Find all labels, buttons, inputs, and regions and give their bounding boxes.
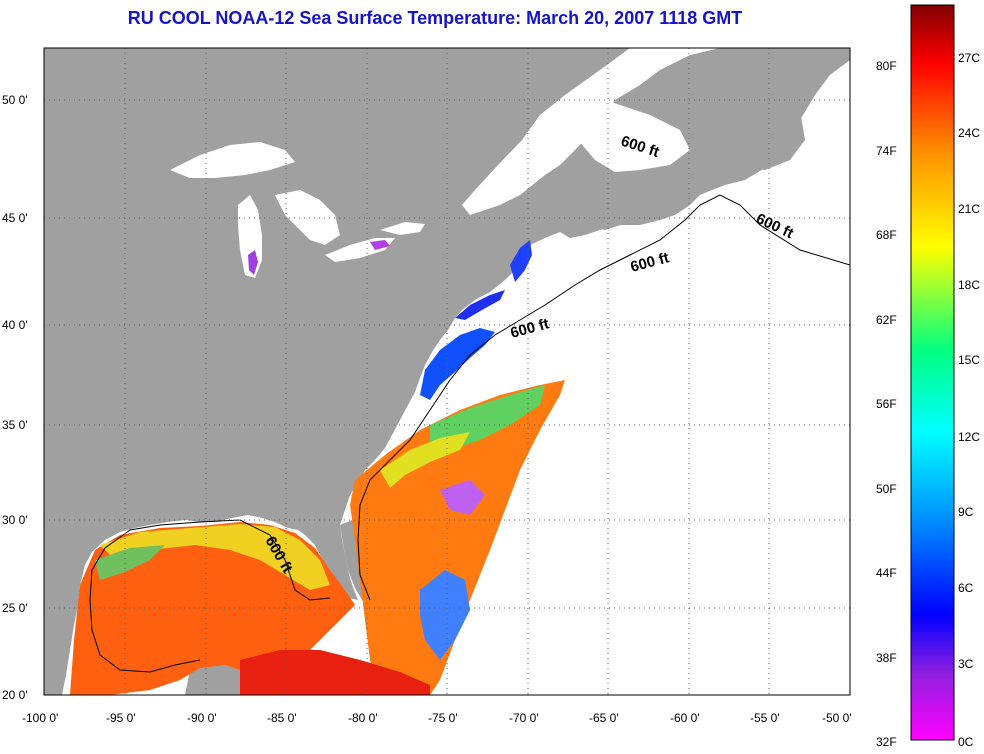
lon-axis: -100 0' -95 0' -90 0' -85 0' -80 0' -75 …	[22, 711, 852, 725]
colorbar-fahrenheit-labels: 80F 74F 68F 62F 56F 50F 44F 38F 32F	[876, 59, 897, 749]
colorbar-c-label: 27C	[958, 51, 980, 65]
land-newfoundland	[695, 70, 805, 170]
lat-tick-label: 40 0'	[2, 318, 28, 332]
colorbar-f-label: 68F	[876, 228, 897, 242]
lon-tick-label: -95 0'	[106, 711, 136, 725]
colorbar-f-label: 62F	[876, 313, 897, 327]
lake-superior	[170, 142, 295, 178]
colorbar-f-label: 50F	[876, 482, 897, 496]
lake-michigan-sst	[248, 250, 258, 275]
lon-tick-label: -90 0'	[187, 711, 217, 725]
lat-tick-label: 25 0'	[2, 601, 28, 615]
sst-cold-mid-atlantic	[420, 328, 495, 400]
land-nova-scotia	[580, 195, 665, 230]
lon-tick-label: -55 0'	[750, 711, 780, 725]
sst-gulf-green-shelf	[95, 545, 165, 580]
colorbar-scale	[910, 4, 955, 741]
colorbar-c-label: 18C	[958, 278, 980, 292]
colorbar-c-label: 9C	[958, 505, 974, 519]
colorbar: 80F 74F 68F 62F 56F 50F 44F 38F 32F 27C …	[876, 4, 980, 749]
colorbar-c-label: 21C	[958, 202, 980, 216]
colorbar-f-label: 44F	[876, 566, 897, 580]
sst-atlantic-cool-band	[430, 385, 545, 450]
colorbar-c-label: 6C	[958, 581, 974, 595]
lat-axis: 20 0' 25 0' 30 0' 35 0' 40 0' 45 0' 50 0…	[2, 93, 28, 702]
sst-gulf-yellow-shelf	[100, 524, 330, 590]
sst-atlantic-purple-patch	[440, 480, 485, 515]
colorbar-c-label: 3C	[958, 657, 974, 671]
colorbar-f-label: 80F	[876, 59, 897, 73]
colorbar-f-label: 38F	[876, 651, 897, 665]
lon-tick-label: -75 0'	[428, 711, 458, 725]
sst-cold-ny-bight	[455, 290, 505, 320]
lon-tick-label: -65 0'	[589, 711, 619, 725]
lat-tick-label: 30 0'	[2, 513, 28, 527]
colorbar-f-label: 32F	[876, 735, 897, 749]
colorbar-f-label: 74F	[876, 144, 897, 158]
sst-atlantic-blue-patches	[420, 570, 470, 660]
lon-tick-label: -50 0'	[822, 711, 852, 725]
isobath-600ft-gulf	[89, 519, 331, 673]
map-title: RU COOL NOAA-12 Sea Surface Temperature:…	[127, 8, 743, 28]
lon-tick-label: -60 0'	[670, 711, 700, 725]
colorbar-c-label: 0C	[958, 735, 974, 749]
lat-tick-label: 45 0'	[2, 211, 28, 225]
lake-ontario	[380, 222, 425, 235]
lon-tick-label: -100 0'	[22, 711, 58, 725]
land-yucatan	[185, 662, 250, 695]
lake-huron	[275, 190, 340, 245]
sst-cold-gulf-of-maine	[510, 240, 532, 282]
isobath-600ft	[357, 194, 850, 601]
lat-tick-label: 50 0'	[2, 93, 28, 107]
sst-atlantic-yellow-band	[380, 432, 470, 488]
lon-tick-label: -70 0'	[509, 711, 539, 725]
sst-caribbean-red	[240, 650, 430, 695]
colorbar-c-label: 24C	[958, 126, 980, 140]
colorbar-f-label: 56F	[876, 397, 897, 411]
colorbar-c-label: 15C	[958, 353, 980, 367]
colorbar-c-label: 12C	[958, 430, 980, 444]
lat-tick-label: 35 0'	[2, 418, 28, 432]
lon-tick-label: -80 0'	[348, 711, 378, 725]
lon-tick-label: -85 0'	[267, 711, 297, 725]
lake-erie-sst	[370, 240, 390, 250]
colorbar-celsius-labels: 27C 24C 21C 18C 15C 12C 9C 6C 3C 0C	[958, 51, 980, 749]
gulf-st-lawrence	[560, 95, 690, 172]
lat-tick-label: 20 0'	[2, 688, 28, 702]
